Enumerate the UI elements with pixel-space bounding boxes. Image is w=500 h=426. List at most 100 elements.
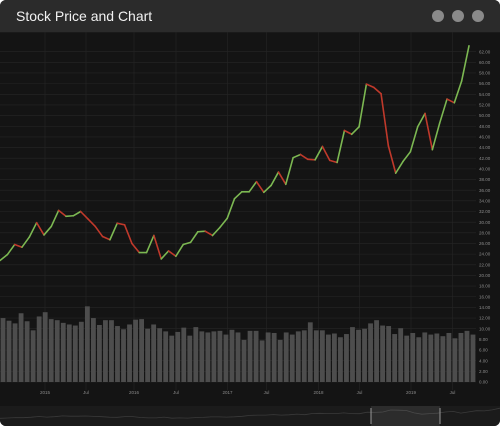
volume-bar [109,320,114,382]
volume-bar [229,329,235,382]
price-segment-down [87,218,97,228]
price-segment-down [153,234,163,260]
volume-bar [458,332,464,382]
price-segment-down [321,145,331,162]
volume-bar [428,334,434,382]
price-segment-up [109,222,119,241]
price-segment-down [299,153,309,161]
y-tick-label: 58.00 [479,71,491,76]
volume-bar [374,320,379,382]
y-tick-label: 24.00 [479,252,491,257]
stock-chart[interactable]: 0.00 2.00 4.00 6.00 8.00 10.00 12.00 14.00 16.00… [0,32,500,426]
price-segment-up [21,236,31,248]
volume-bar [301,330,307,382]
volume-bar [175,331,181,382]
volume-bar [127,324,132,382]
volume-bar [6,320,12,382]
y-tick-label: 30.00 [479,220,491,225]
volume-bar [350,327,355,382]
price-segment-up [43,225,53,236]
price-segment-up [394,160,404,174]
volume-bar [277,339,283,382]
price-segment-up [350,125,360,136]
volume-bar [163,331,169,382]
volume-bar [205,332,211,382]
price-segment-down [255,180,265,194]
volume-bar [169,335,175,382]
volume-bar [470,334,476,382]
price-segment-up [0,253,9,262]
volume-bar [193,327,199,382]
price-segment-up [211,226,221,237]
x-axis: 2015 Jul 2016 Jul 2017 Jul 2018 Jul 2019 Jul [40,390,455,395]
x-tick-label: Jul [357,390,363,395]
title-bar: Stock Price and Chart [0,0,500,33]
price-segment-up [263,184,272,194]
price-segment-up [270,171,280,187]
volume-bar [139,319,145,382]
x-tick-label: 2017 [222,390,233,395]
minimize-button[interactable] [432,10,444,22]
maximize-button[interactable] [452,10,464,22]
volume-bar [235,332,241,382]
price-segment-up [284,156,294,186]
volume-bar [410,332,416,382]
x-tick-label: 2016 [129,390,140,395]
price-segment-up [189,230,199,244]
volume-bar [97,324,102,382]
price-segment-up [453,80,463,104]
price-segment-up [292,153,302,159]
y-tick-label: 6.00 [479,348,488,353]
price-segment-down [101,235,111,241]
price-segment-down [424,112,434,151]
y-tick-label: 16.00 [479,294,491,299]
volume-bar [30,330,36,382]
navigator-series [0,407,500,419]
volume-bar [90,318,96,382]
price-segment-up [72,210,82,217]
y-tick-label: 38.00 [479,177,491,182]
volume-bar [36,316,42,382]
volume-bar [60,322,66,382]
price-segment-up [145,234,155,254]
volume-bar [241,339,247,382]
x-tick-label: Jul [450,390,456,395]
y-tick-label: 54.00 [479,92,491,97]
range-navigator[interactable] [0,406,500,426]
y-tick-label: 60.00 [479,60,491,65]
y-tick-label: 36.00 [479,188,491,193]
price-segment-up [28,221,38,238]
x-tick-label: Jul [173,390,179,395]
volume-bar [0,318,6,382]
volume-bar [84,306,90,382]
price-segment-down [343,129,353,136]
volume-bar [187,335,193,382]
price-segment-down [116,222,126,226]
volume-bar [12,323,18,382]
y-tick-label: 18.00 [479,284,491,289]
y-tick-label: 14.00 [479,305,491,310]
y-tick-label: 46.00 [479,135,491,140]
y-tick-label: 48.00 [479,124,491,129]
y-tick-label: 20.00 [479,273,491,278]
x-tick-label: Jul [83,390,89,395]
price-segment-down [372,86,382,95]
volume-bar [223,334,229,382]
y-tick-label: 50.00 [479,113,491,118]
price-segment-up [182,241,192,246]
volume-bar [103,320,108,382]
x-tick-label: 2015 [40,390,51,395]
volume-bar [211,331,217,382]
price-segment-down [365,83,375,89]
volume-bar [295,331,301,382]
volume-bar [181,327,187,382]
volume-bar [247,330,253,382]
price-segment-down [380,92,390,147]
volume-bar [319,330,325,382]
y-tick-label: 32.00 [479,209,491,214]
volume-bar [48,319,54,382]
close-button[interactable] [472,10,484,22]
price-segment-up [233,190,243,200]
y-tick-label: 28.00 [479,230,491,235]
